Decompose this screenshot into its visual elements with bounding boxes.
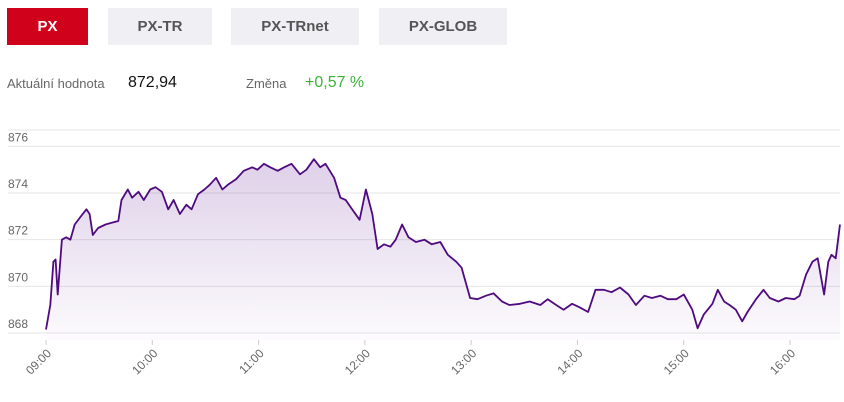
x-tick-label: 13:00 [448,346,479,377]
y-tick-label: 870 [8,270,28,284]
tab[interactable]: PX-TRnet [231,8,359,45]
x-tick-label: 10:00 [129,346,160,377]
x-tick-label: 14:00 [554,346,585,377]
x-tick-label: 11:00 [236,346,267,377]
change: +0,57 % [305,74,365,91]
line [45,158,841,330]
value-label: Aktuální hodnota [7,76,105,91]
x-tick-label: 09:00 [23,346,54,377]
area [46,159,840,340]
y-tick-label: 868 [8,317,28,331]
change-label: Změna [246,76,287,91]
y-tick-label: 876 [8,130,28,144]
x-tick-label: 16:00 [767,346,798,377]
tab[interactable]: PX [7,8,88,45]
y-tick-label: 874 [8,177,28,191]
x-tick-label: 15:00 [661,346,692,377]
value: 872,94 [128,74,177,91]
tab[interactable]: PX-GLOB [379,8,507,45]
x-tick-label: 12:00 [342,346,373,377]
tab[interactable]: PX-TR [108,8,212,45]
y-tick-label: 872 [8,224,28,238]
